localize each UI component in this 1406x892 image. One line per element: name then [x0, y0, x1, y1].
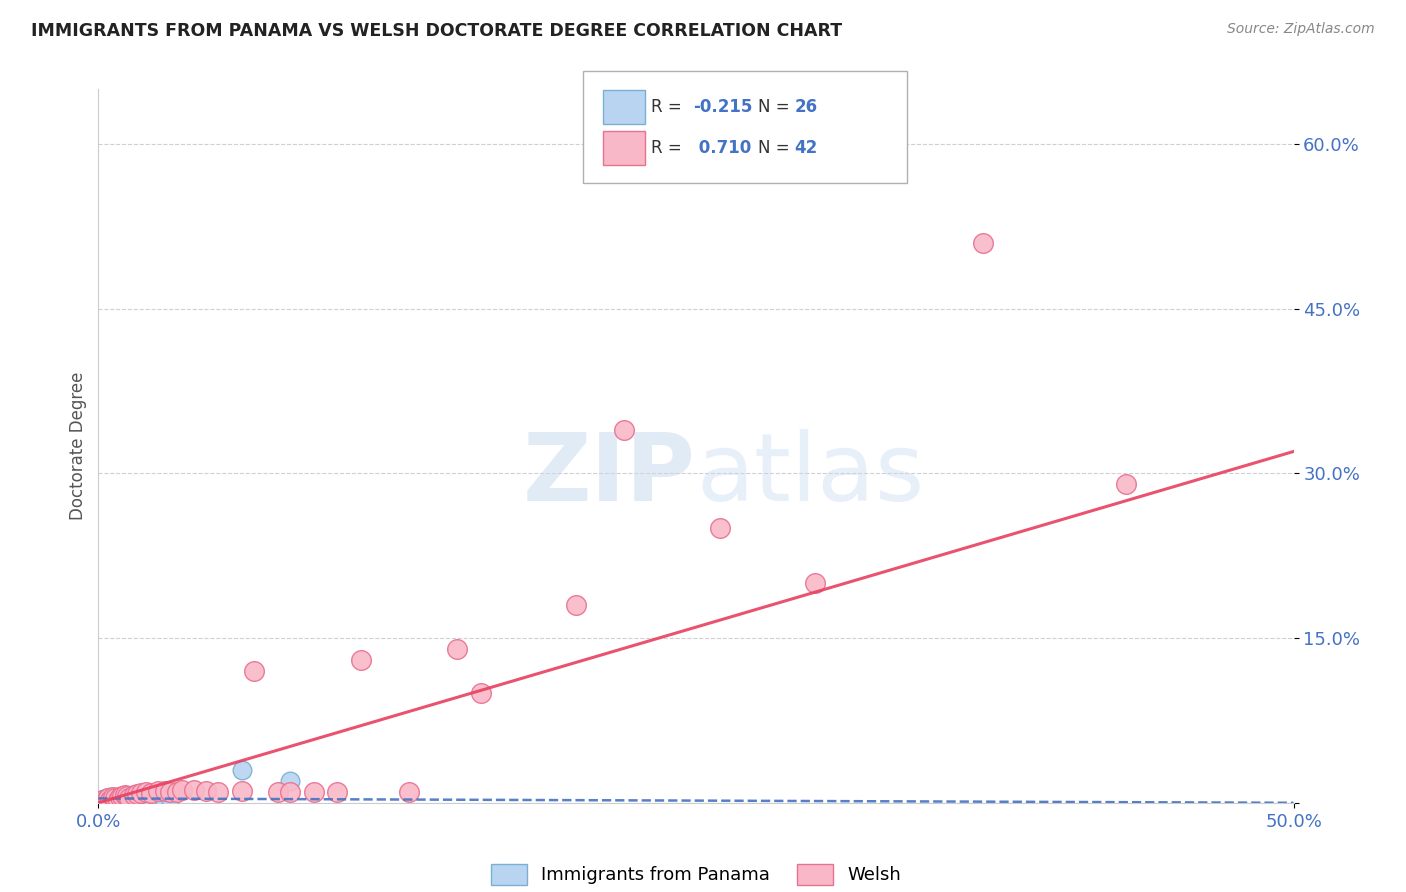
Point [121, 791, 143, 805]
Point [139, 791, 162, 805]
Text: -0.215: -0.215 [693, 98, 752, 116]
Text: Source: ZipAtlas.com: Source: ZipAtlas.com [1227, 22, 1375, 37]
Point [91, 794, 114, 808]
Point [111, 789, 134, 804]
Text: atlas: atlas [696, 428, 924, 521]
Point [1115, 477, 1137, 491]
Point [166, 785, 188, 799]
Point [183, 782, 205, 797]
Point [302, 785, 325, 799]
Text: 26: 26 [794, 98, 817, 116]
Point [91, 792, 114, 806]
Point [131, 791, 153, 805]
Text: ZIP: ZIP [523, 428, 696, 521]
Y-axis label: Doctorate Degree: Doctorate Degree [69, 372, 87, 520]
Point [125, 787, 148, 801]
Point [101, 792, 124, 806]
Point [613, 423, 636, 437]
Point [267, 785, 290, 799]
Point [398, 785, 420, 799]
Point [231, 763, 253, 777]
Point [243, 664, 266, 678]
Text: N =: N = [758, 98, 794, 116]
Text: N =: N = [758, 139, 794, 157]
Point [195, 783, 218, 797]
Point [115, 792, 138, 806]
Text: 42: 42 [794, 139, 818, 157]
Point [135, 785, 157, 799]
Point [159, 791, 181, 805]
Point [446, 642, 468, 657]
Point [172, 782, 194, 797]
Point [804, 576, 827, 591]
Point [97, 791, 120, 805]
Point [125, 794, 148, 808]
Text: R =: R = [651, 98, 688, 116]
Point [565, 598, 588, 612]
Point [115, 789, 138, 804]
Point [128, 792, 150, 806]
Point [108, 790, 131, 805]
Point [97, 792, 120, 806]
Point [124, 788, 146, 802]
Point [104, 791, 127, 805]
Point [350, 653, 373, 667]
Point [131, 786, 153, 800]
Point [155, 794, 177, 808]
Text: R =: R = [651, 139, 688, 157]
Text: IMMIGRANTS FROM PANAMA VS WELSH DOCTORATE DEGREE CORRELATION CHART: IMMIGRANTS FROM PANAMA VS WELSH DOCTORAT… [31, 22, 842, 40]
Point [124, 792, 146, 806]
Legend: Immigrants from Panama, Welsh: Immigrants from Panama, Welsh [481, 855, 911, 892]
Point [118, 794, 141, 808]
Point [135, 792, 157, 806]
Point [278, 785, 301, 799]
Point [108, 792, 131, 806]
Point [132, 794, 155, 808]
Point [159, 785, 181, 799]
Point [326, 785, 349, 799]
Point [98, 792, 122, 806]
Point [101, 790, 124, 805]
Point [278, 773, 301, 788]
Point [470, 686, 492, 700]
Point [90, 794, 112, 808]
Point [94, 792, 117, 806]
Point [114, 791, 136, 805]
Point [90, 792, 112, 806]
Point [114, 788, 136, 802]
Point [148, 783, 170, 797]
Point [231, 783, 253, 797]
Point [972, 235, 994, 250]
Text: 0.710: 0.710 [693, 139, 751, 157]
Point [107, 794, 129, 808]
Point [118, 791, 141, 805]
Point [111, 790, 134, 805]
Point [94, 791, 117, 805]
Point [155, 783, 177, 797]
Point [148, 792, 170, 806]
Point [107, 792, 129, 806]
Point [139, 786, 162, 800]
Point [98, 790, 122, 805]
Point [709, 521, 731, 535]
Point [207, 785, 229, 799]
Point [104, 791, 127, 805]
